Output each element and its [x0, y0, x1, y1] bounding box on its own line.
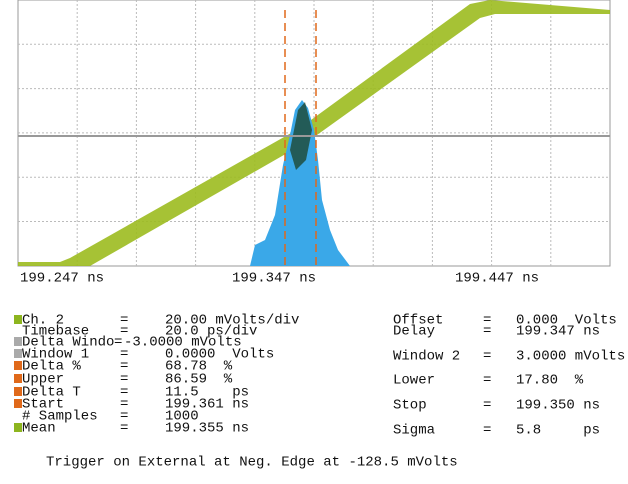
status-square: [14, 337, 22, 346]
scope-screen: 199.247 ns 199.347 ns 199.447 ns Ch. 2=2…: [0, 0, 628, 484]
waveform-display: [18, 0, 610, 266]
param-name: Mean: [22, 421, 56, 437]
status-square: [14, 315, 22, 324]
param-value: 199.350 ns: [516, 398, 600, 414]
param-value: 199.355 ns: [165, 421, 249, 437]
status-square: [14, 361, 22, 370]
param-name: Window 2: [393, 349, 460, 365]
trigger-info: Trigger on External at Neg. Edge at -128…: [46, 455, 458, 471]
param-eq: =: [483, 398, 491, 414]
param-eq: =: [483, 349, 491, 365]
x-label: 199.347 ns: [232, 271, 316, 287]
status-square: [14, 423, 22, 432]
x-label: 199.247 ns: [20, 271, 104, 287]
param-eq: =: [483, 373, 491, 389]
param-name: Stop: [393, 398, 427, 414]
param-eq: =: [483, 324, 491, 340]
status-square: [14, 387, 22, 396]
param-eq: =: [120, 421, 128, 437]
x-label: 199.447 ns: [455, 271, 539, 287]
param-value: 17.80 %: [516, 373, 584, 389]
status-square: [14, 349, 22, 358]
param-value: 5.8 ps: [516, 423, 600, 439]
param-name: Lower: [393, 373, 435, 389]
param-value: 3.0000 mVolts: [516, 349, 625, 365]
param-eq: =: [483, 423, 491, 439]
status-square: [14, 374, 22, 383]
param-name: Sigma: [393, 423, 435, 439]
param-value: 199.347 ns: [516, 324, 600, 340]
param-name: Delay: [393, 324, 435, 340]
status-square: [14, 399, 22, 408]
